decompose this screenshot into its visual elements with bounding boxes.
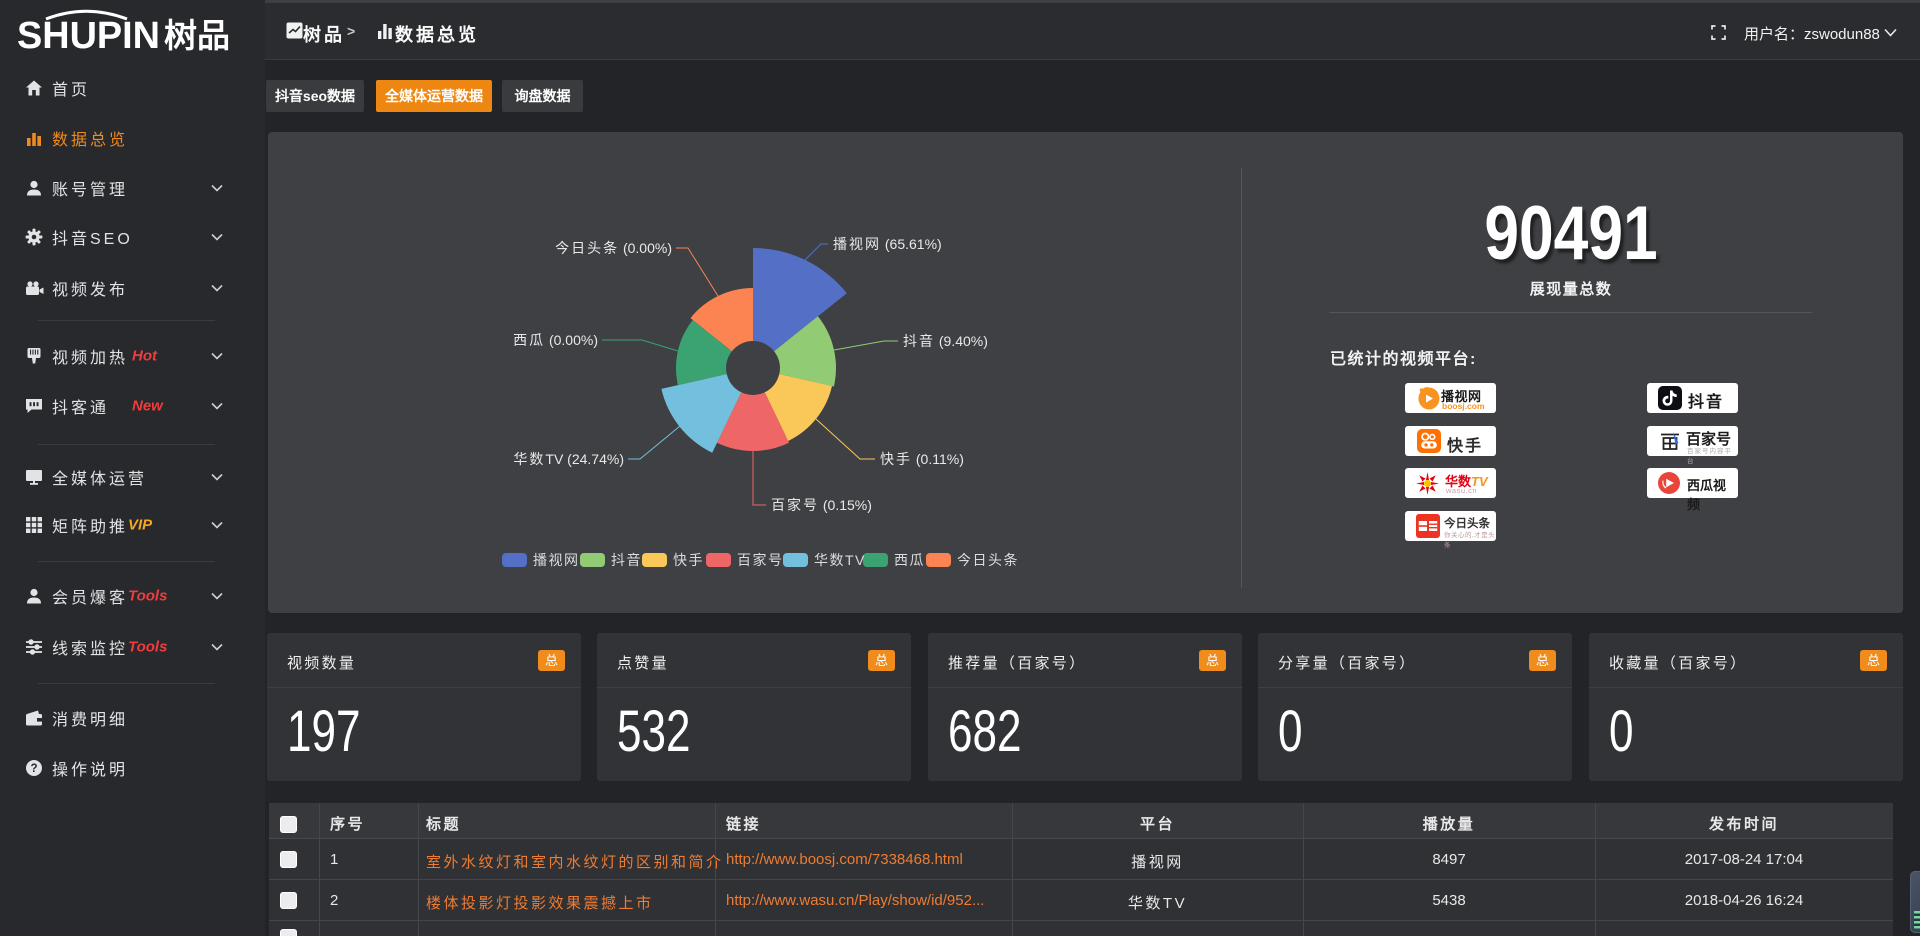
svg-text:抖音: 抖音: [611, 552, 642, 568]
svg-text:抖音 (9.40%): 抖音 (9.40%): [903, 333, 988, 349]
svg-text:百家号: 百家号: [737, 552, 784, 568]
svg-text:百家号 (0.15%): 百家号 (0.15%): [771, 497, 872, 513]
svg-text:SHUPIN: SHUPIN: [17, 15, 160, 57]
svg-text:快手 (0.11%): 快手 (0.11%): [880, 451, 964, 467]
svg-text:今日头条 (0.00%): 今日头条 (0.00%): [555, 240, 672, 256]
svg-text:快手: 快手: [673, 552, 704, 568]
svg-text:今日头条: 今日头条: [957, 552, 1019, 568]
svg-text:?: ?: [30, 763, 37, 775]
svg-text:华数TV: 华数TV: [814, 552, 866, 568]
svg-text:播视网 (65.61%): 播视网 (65.61%): [833, 236, 942, 252]
svg-text:西瓜: 西瓜: [894, 552, 925, 568]
svg-text:西瓜 (0.00%): 西瓜 (0.00%): [513, 332, 598, 348]
svg-text:华数TV (24.74%): 华数TV (24.74%): [513, 451, 624, 467]
svg-text:播视网: 播视网: [533, 552, 580, 568]
svg-text:树品: 树品: [164, 17, 230, 54]
